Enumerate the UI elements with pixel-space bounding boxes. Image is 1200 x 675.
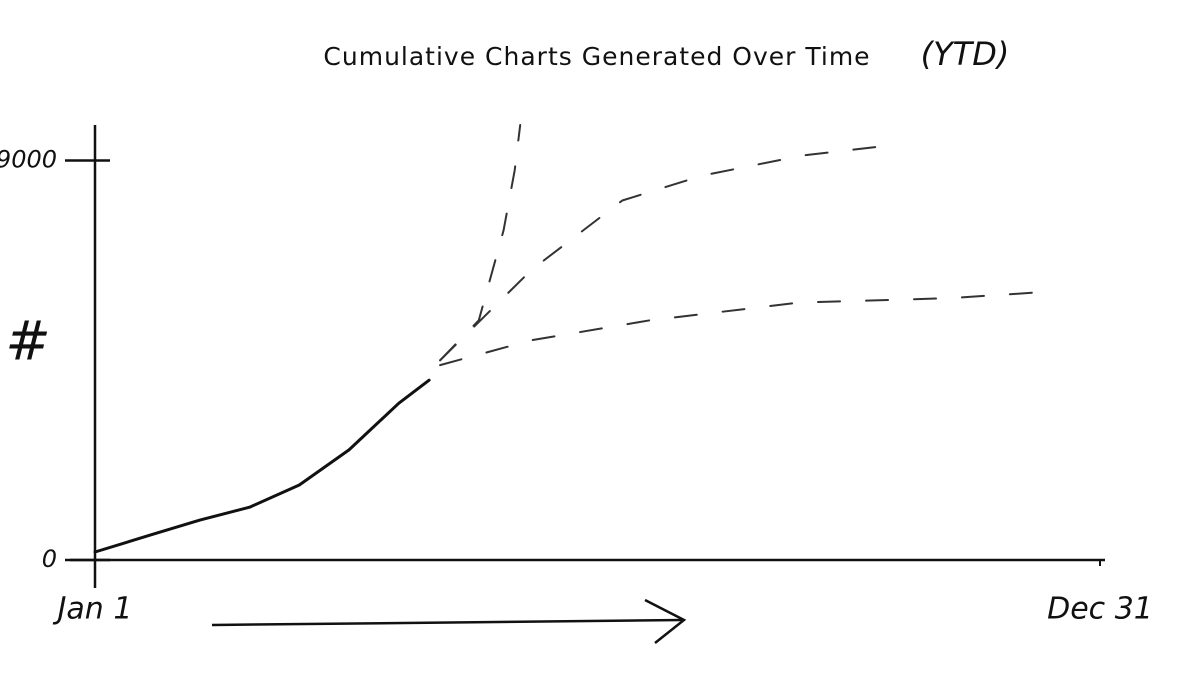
y-tick-label: 9000 — [0, 146, 57, 174]
time-arrow — [211, 598, 687, 644]
y-axis-label: # — [5, 310, 50, 373]
chart-title: Cumulative Charts Generated Over Time — [323, 42, 870, 71]
actual-line — [93, 378, 431, 554]
chart-subtitle: (YTD) — [921, 35, 1010, 73]
y-tick-label: 0 — [42, 545, 57, 573]
projection-line — [439, 124, 522, 362]
projection-line — [439, 291, 1041, 367]
x-tick-label: Dec 31 — [1047, 592, 1153, 627]
x-tick-label: Jan 1 — [53, 592, 133, 627]
projection-line — [439, 144, 892, 362]
